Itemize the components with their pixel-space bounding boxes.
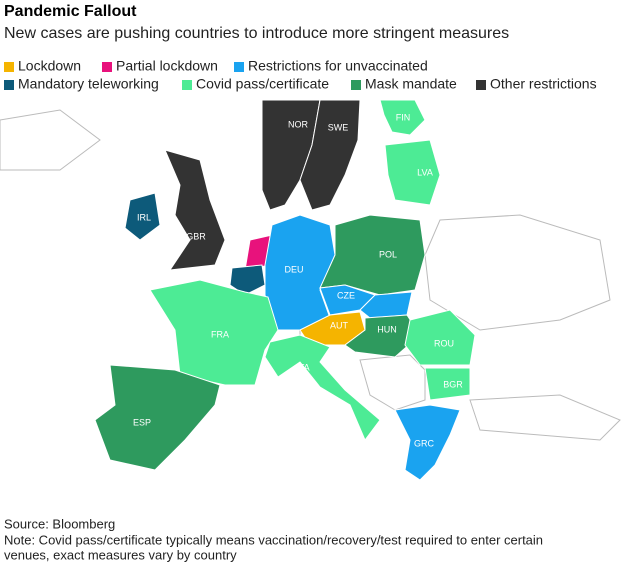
country-label: SWE: [328, 122, 349, 132]
country-label: FIN: [396, 112, 411, 122]
legend-label: Partial lockdown: [116, 58, 218, 74]
turkey: [469, 394, 621, 441]
legend-swatch: [234, 62, 244, 72]
country: [94, 364, 221, 471]
country: [344, 314, 421, 358]
subtitle: New cases are pushing countries to intro…: [4, 25, 509, 42]
country: [149, 279, 279, 386]
country: [384, 139, 441, 206]
legend-swatch: [476, 80, 486, 90]
note-line: Note: Covid pass/certificate typically m…: [4, 532, 543, 547]
legend-swatch: [102, 62, 112, 72]
iceland-region: [0, 109, 101, 171]
country: [264, 334, 381, 441]
country: [404, 309, 476, 366]
country-label: BGR: [443, 379, 463, 389]
country-label: ROU: [434, 338, 454, 348]
country: [164, 149, 226, 271]
country-label: CZE: [337, 290, 355, 300]
legend-swatch: [351, 80, 361, 90]
country: [379, 99, 426, 136]
legend: Lockdown Partial lockdown Restrictions for…: [4, 58, 597, 92]
country-label: NOR: [288, 119, 309, 129]
country-label: IRL: [137, 212, 151, 222]
country-label: AUT: [330, 320, 349, 330]
country-label: POL: [379, 249, 397, 259]
country-label: GRC: [414, 438, 435, 448]
ukraine-belarus: [424, 214, 611, 331]
country-label: HUN: [377, 324, 397, 334]
country: [319, 214, 426, 296]
country: [424, 367, 471, 401]
country: [124, 192, 161, 241]
balkans: [359, 354, 426, 411]
country-label: LVA: [417, 167, 433, 177]
legend-label: Restrictions for unvaccinated: [248, 58, 428, 74]
country-label: FRA: [211, 329, 229, 339]
legend-label: Other restrictions: [490, 76, 597, 92]
country: [229, 264, 266, 296]
country-label: ESP: [133, 417, 151, 427]
country-label: GBR: [186, 231, 206, 241]
country-label: ITA: [296, 362, 309, 372]
legend-label: Mask mandate: [365, 76, 457, 92]
note-line: venues, exact measures vary by country: [4, 547, 237, 562]
legend-label: Covid pass/certificate: [196, 76, 329, 92]
legend-label: Lockdown: [18, 58, 81, 74]
legend-label: Mandatory teleworking: [18, 76, 159, 92]
country-label: DEU: [284, 264, 303, 274]
legend-swatch: [4, 80, 14, 90]
background-land: [0, 109, 621, 441]
country: [394, 404, 461, 481]
legend-swatch: [4, 62, 14, 72]
title: Pandemic Fallout: [4, 3, 137, 20]
legend-swatch: [182, 80, 192, 90]
source: Source: Bloomberg: [4, 516, 115, 531]
countries: NOR SWE FIN LVA IRL GBR DEU POL CZE FRA AUT HUN ROU I…: [94, 99, 476, 481]
country: [299, 99, 361, 211]
